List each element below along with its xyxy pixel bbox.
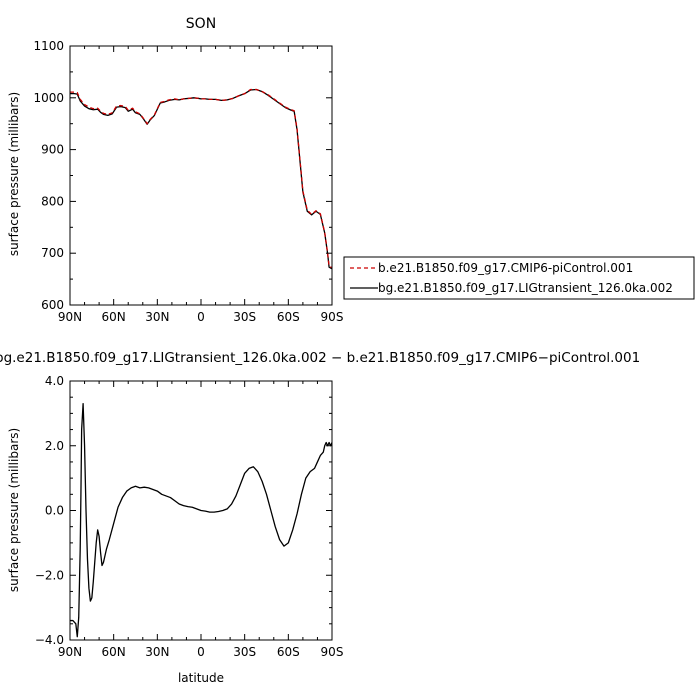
- bottom-y-tick-label: 2.0: [45, 439, 64, 453]
- bottom-y-tick-label: 4.0: [45, 374, 64, 388]
- bottom-series-line-1: [70, 403, 333, 638]
- top-y-tick-label: 1100: [33, 39, 64, 53]
- bottom-x-tick-label: 90S: [321, 645, 344, 659]
- top-y-tick-label: 800: [41, 194, 64, 208]
- top-y-tick-label: 700: [41, 246, 64, 260]
- top-x-tick-label: 60S: [277, 310, 300, 324]
- y-axis-label-bottom: surface pressure (millibars): [7, 428, 21, 592]
- legend-label-series-2: bg.e21.B1850.f09_g17.LIGtransient_126.0k…: [378, 281, 673, 295]
- legend: b.e21.B1850.f09_g17.CMIP6-piControl.001 …: [343, 256, 695, 300]
- top-series-line-2: [70, 88, 333, 270]
- bottom-panel: bg.e21.B1850.f09_g17.LIGtransient_126.0k…: [0, 350, 640, 685]
- top-x-tick-label: 0: [197, 310, 205, 324]
- x-axis-label-bottom: latitude: [178, 671, 224, 685]
- top-x-tick-label: 30N: [145, 310, 169, 324]
- top-x-tick-label: 90S: [321, 310, 344, 324]
- top-axes: 90N 60N 30N 0 30S 60S 90S 600 700 800 900 1000 1100: [33, 39, 343, 324]
- bottom-x-tick-label: 60N: [102, 645, 126, 659]
- legend-box: [343, 256, 695, 300]
- bottom-x-tick-label: 30N: [145, 645, 169, 659]
- top-x-tick-label: 30S: [233, 310, 256, 324]
- bottom-x-tick-label: 90N: [58, 645, 82, 659]
- legend-label-series-1: b.e21.B1850.f09_g17.CMIP6-piControl.001: [378, 261, 633, 275]
- y-axis-label: surface pressure (millibars): [7, 92, 21, 256]
- bottom-x-tick-label: 0: [197, 645, 205, 659]
- top-y-tick-label: 600: [41, 298, 64, 312]
- top-x-tick-label: 60N: [102, 310, 126, 324]
- top-y-tick-label: 1000: [33, 91, 64, 105]
- top-y-tick-label: 900: [41, 143, 64, 157]
- bottom-y-tick-label: 0.0: [45, 504, 64, 518]
- top-series-line-1: [70, 88, 333, 269]
- bottom-x-tick-label: 30S: [233, 645, 256, 659]
- bottom-x-tick-label: 60S: [277, 645, 300, 659]
- difference-title: bg.e21.B1850.f09_g17.LIGtransient_126.0k…: [0, 350, 640, 366]
- top-x-tick-label: 90N: [58, 310, 82, 324]
- bottom-plot-frame: [69, 380, 333, 641]
- top-plot-frame: [69, 45, 333, 306]
- bottom-y-tick-label: −2.0: [35, 568, 64, 582]
- top-panel: SON surface pressure (millibars) 90N 60N 3…: [7, 16, 343, 324]
- bottom-y-tick-label: −4.0: [35, 633, 64, 647]
- chart-title: SON: [186, 16, 216, 32]
- bottom-series: [70, 403, 333, 638]
- top-series: [70, 88, 333, 270]
